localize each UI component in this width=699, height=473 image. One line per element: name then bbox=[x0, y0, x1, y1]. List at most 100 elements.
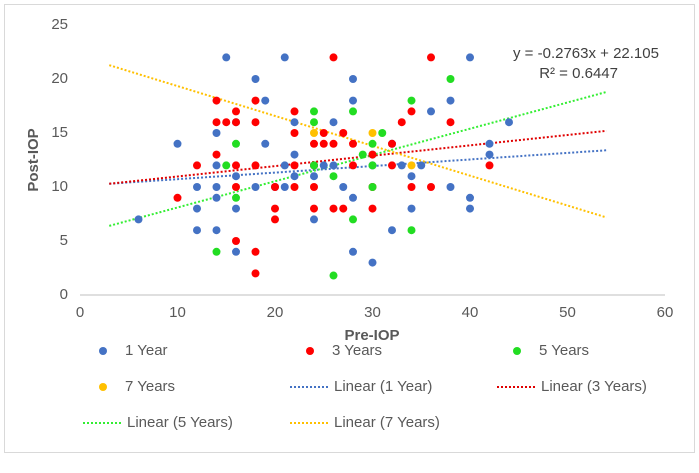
scatter-point bbox=[329, 172, 338, 181]
scatter-point bbox=[251, 118, 260, 127]
x-tick-label: 30 bbox=[364, 304, 381, 321]
scatter-point bbox=[290, 172, 299, 181]
scatter-point bbox=[310, 204, 318, 213]
scatter-point bbox=[193, 204, 201, 213]
scatter-point bbox=[358, 150, 367, 159]
y-tick-label: 5 bbox=[60, 232, 68, 249]
scatter-point bbox=[388, 226, 396, 235]
legend-label: Linear (7 Years) bbox=[334, 414, 440, 431]
scatter-point bbox=[232, 172, 240, 181]
scatter-point bbox=[290, 183, 299, 191]
trendline bbox=[108, 64, 607, 219]
y-axis-title: Post-IOP bbox=[25, 128, 42, 191]
scatter-point bbox=[310, 129, 318, 137]
scatter-point bbox=[280, 161, 289, 170]
scatter-point bbox=[271, 204, 279, 213]
scatter-point bbox=[310, 118, 318, 127]
scatter-point bbox=[232, 161, 240, 170]
scatter-point bbox=[319, 161, 328, 170]
scatter-point bbox=[407, 161, 416, 170]
scatter-point bbox=[173, 139, 182, 148]
legend-marker bbox=[513, 347, 521, 355]
scatter-point bbox=[212, 96, 221, 105]
scatter-point bbox=[427, 107, 435, 116]
scatter-point bbox=[349, 215, 357, 224]
scatter-point bbox=[349, 107, 357, 116]
legend-label: Linear (5 Years) bbox=[127, 414, 233, 431]
scatter-point bbox=[232, 237, 240, 245]
legend-marker bbox=[99, 347, 107, 355]
scatter-point bbox=[232, 204, 240, 213]
scatter-point bbox=[290, 118, 299, 127]
scatter-point bbox=[290, 161, 299, 170]
legend-label: 7 Years bbox=[125, 378, 175, 395]
scatter-point bbox=[193, 226, 201, 235]
r-squared: R² = 0.6447 bbox=[539, 65, 618, 82]
scatter-point bbox=[407, 183, 416, 191]
equation: y = -0.2763x + 22.105 bbox=[513, 45, 659, 62]
legend-label: Linear (3 Years) bbox=[541, 378, 647, 395]
legend-label: 3 Years bbox=[332, 342, 382, 359]
scatter-point bbox=[251, 161, 260, 170]
scatter-point bbox=[349, 247, 357, 256]
scatter-point bbox=[193, 161, 201, 170]
scatter-point bbox=[232, 183, 240, 191]
scatter-point bbox=[407, 226, 416, 235]
scatter-point bbox=[251, 247, 260, 256]
scatter-point bbox=[319, 139, 328, 148]
legend-marker bbox=[99, 383, 107, 391]
scatter-point bbox=[349, 161, 357, 170]
x-tick-label: 50 bbox=[559, 304, 576, 321]
scatter-point bbox=[349, 75, 357, 83]
scatter-point bbox=[212, 129, 221, 137]
x-tick-label: 0 bbox=[76, 304, 84, 321]
scatter-point bbox=[329, 53, 338, 62]
scatter-point bbox=[290, 129, 299, 137]
scatter-point bbox=[339, 204, 348, 213]
scatter-point bbox=[280, 183, 289, 191]
legend-marker bbox=[306, 347, 314, 355]
scatter-point bbox=[368, 161, 377, 170]
scatter-point bbox=[310, 172, 318, 181]
trendline bbox=[108, 90, 607, 227]
scatter-point bbox=[368, 183, 377, 191]
y-tick-label: 20 bbox=[51, 70, 68, 87]
scatter-point bbox=[212, 193, 221, 202]
scatter-point bbox=[407, 107, 416, 116]
scatter-point bbox=[407, 96, 416, 105]
scatter-point bbox=[446, 75, 455, 83]
scatter-point bbox=[251, 269, 260, 278]
scatter-point bbox=[232, 247, 240, 256]
scatter-point bbox=[349, 139, 357, 148]
scatter-point bbox=[212, 183, 221, 191]
scatter-point bbox=[485, 161, 494, 170]
scatter-point bbox=[368, 139, 377, 148]
scatter-point bbox=[232, 193, 240, 202]
scatter-point bbox=[310, 139, 318, 148]
scatter-point bbox=[446, 118, 455, 127]
scatter-point bbox=[271, 183, 279, 191]
scatter-point bbox=[212, 150, 221, 159]
scatter-point bbox=[368, 129, 377, 137]
scatter-point bbox=[417, 161, 426, 170]
scatter-point bbox=[212, 161, 221, 170]
scatter-point bbox=[339, 129, 348, 137]
x-tick-label: 20 bbox=[267, 304, 284, 321]
scatter-point bbox=[232, 139, 240, 148]
scatter-point bbox=[388, 139, 396, 148]
scatter-point bbox=[251, 96, 260, 105]
scatter-point bbox=[310, 161, 318, 170]
y-tick-label: 10 bbox=[51, 178, 68, 195]
trendline bbox=[109, 129, 607, 185]
scatter-point bbox=[173, 193, 182, 202]
scatter-point bbox=[232, 107, 240, 116]
scatter-point bbox=[280, 53, 289, 62]
scatter-point bbox=[212, 247, 221, 256]
scatter-point bbox=[310, 183, 318, 191]
scatter-point bbox=[232, 118, 240, 127]
scatter-point bbox=[466, 193, 474, 202]
scatter-point bbox=[261, 96, 270, 105]
x-tick-label: 10 bbox=[169, 304, 186, 321]
scatter-point bbox=[271, 215, 279, 224]
